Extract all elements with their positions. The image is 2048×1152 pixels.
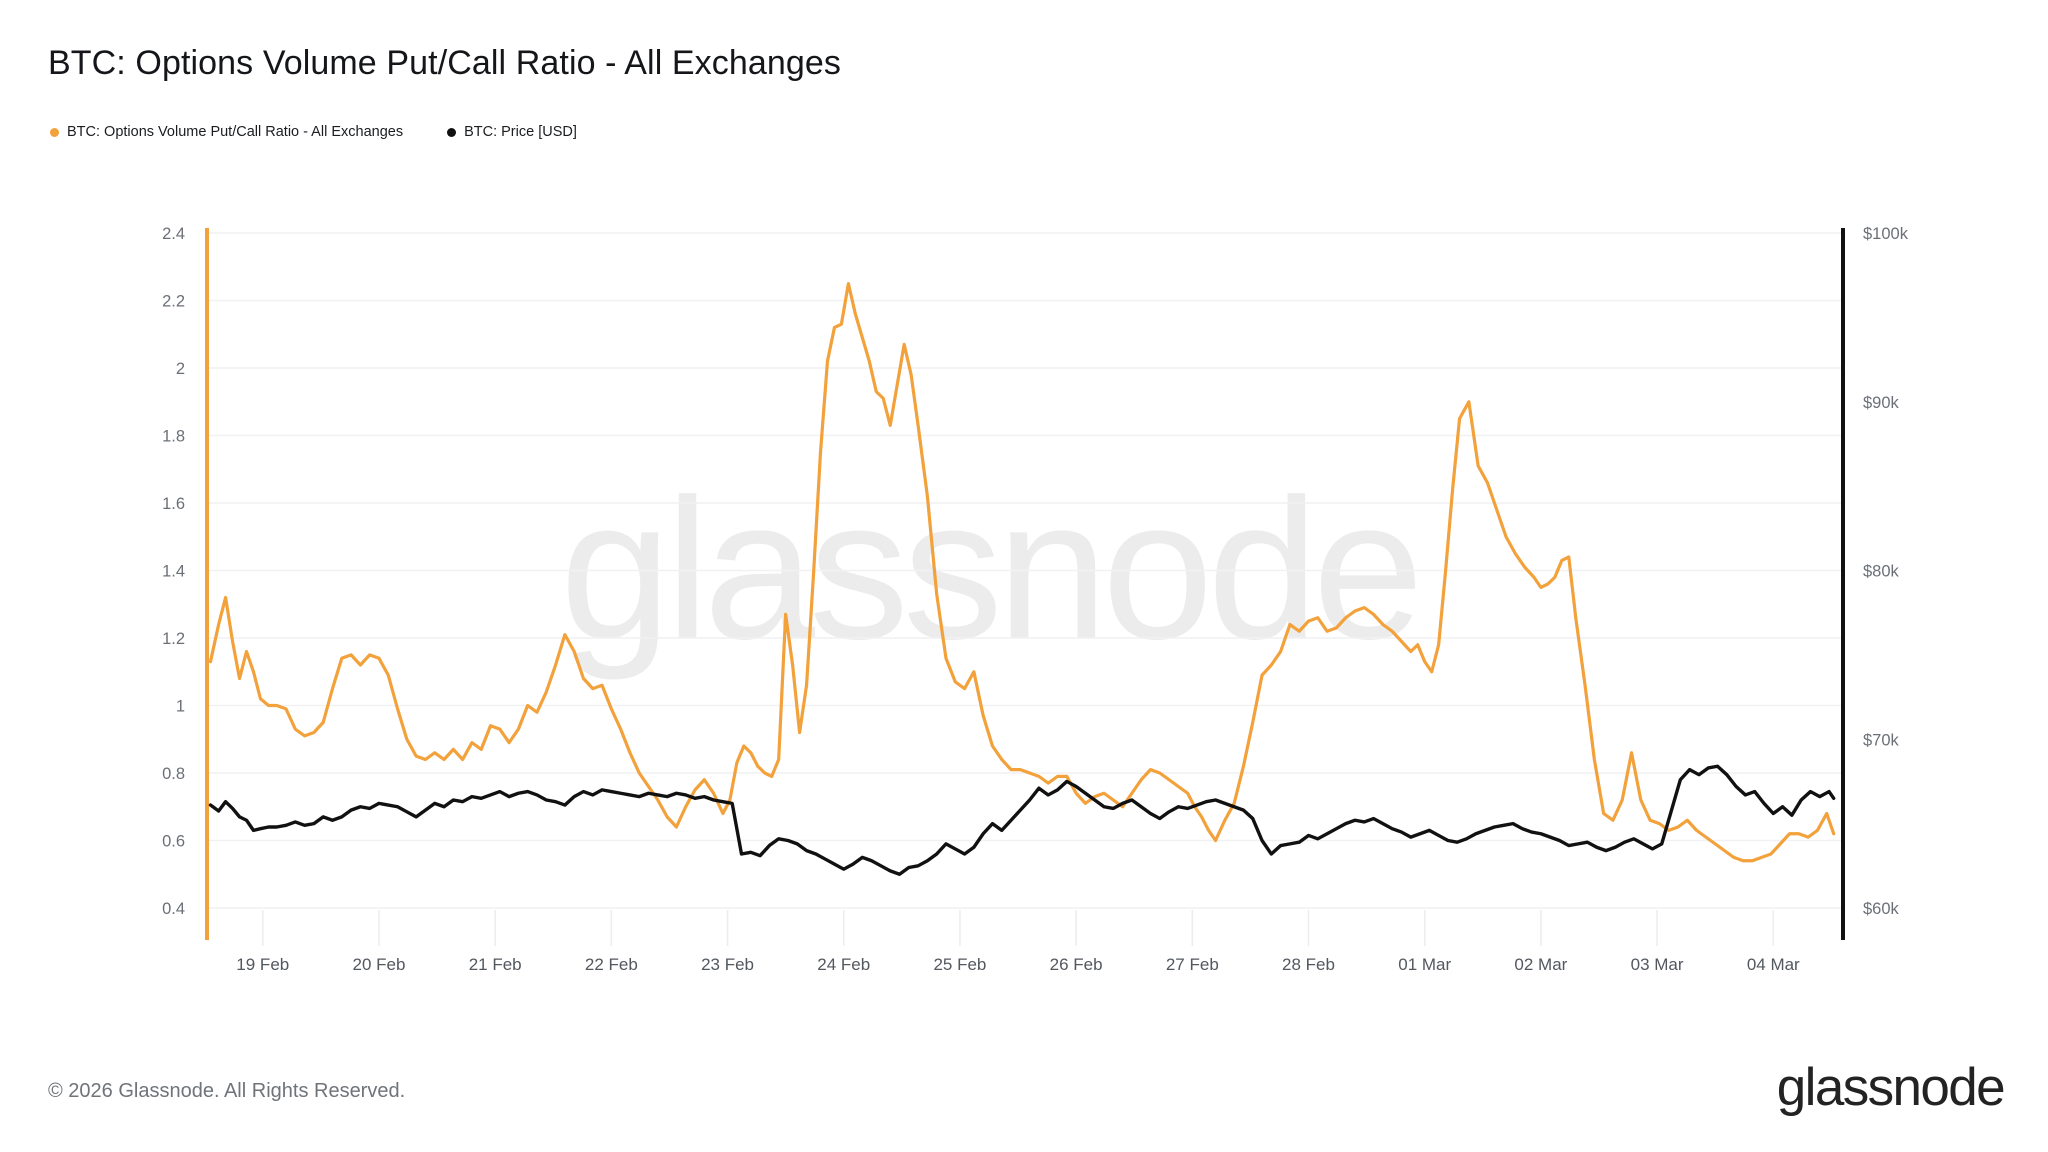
y-axis-left-tick-label: 0.4: [162, 900, 185, 918]
x-axis-tick-label: 02 Mar: [1514, 955, 1567, 974]
y-axis-right-tick-label: $100k: [1863, 225, 1909, 243]
x-axis-tick-label: 27 Feb: [1166, 955, 1219, 974]
y-axis-right-tick-label: $60k: [1863, 900, 1900, 918]
legend-item-btc-price[interactable]: BTC: Price [USD]: [447, 124, 577, 140]
legend-label: BTC: Options Volume Put/Call Ratio - All…: [67, 124, 404, 140]
plot-area: 0.4 0.6 0.8 1 1.2 1.4 1.6 1.8 2 2.2 2.4 $60k $70k $80…: [162, 225, 1909, 974]
x-axis-tick-label: 25 Feb: [933, 955, 986, 974]
y-axis-left-tick-label: 1.6: [162, 495, 185, 513]
x-axis-tick-label: 20 Feb: [352, 955, 405, 974]
x-axis-tick-label: 01 Mar: [1398, 955, 1451, 974]
y-axis-left-tick-label: 0.8: [162, 765, 185, 783]
y-axis-left-tick-label: 2: [176, 360, 185, 378]
series-line-putcall-ratio: [208, 282, 1836, 863]
y-axis-left-tick-label: 0.6: [162, 833, 185, 851]
x-axis-tick-label: 19 Feb: [236, 955, 289, 974]
x-axis-tick-label: 03 Mar: [1631, 955, 1684, 974]
x-axis-tick-label: 26 Feb: [1050, 955, 1103, 974]
glassnode-watermark: glassnode: [560, 458, 1424, 681]
x-axis-tick-label: 28 Feb: [1282, 955, 1335, 974]
x-axis-tick-label: 21 Feb: [469, 955, 522, 974]
y-axis-left-tick-label: 2.4: [162, 225, 185, 243]
chart-svg: 0.4 0.6 0.8 1 1.2 1.4 1.6 1.8 2 2.2 2.4 $60k $70k $80…: [162, 225, 1909, 974]
legend-dot-icon: [50, 127, 59, 137]
x-axis-tick-label: 22 Feb: [585, 955, 638, 974]
y-axis-left-tick-label: 2.2: [162, 293, 185, 311]
page-title: BTC: Options Volume Put/Call Ratio - All…: [48, 44, 842, 82]
y-axis-right-tick-label: $70k: [1863, 731, 1900, 749]
y-axis-left-tick-label: 1.8: [162, 428, 185, 446]
x-axis-tick-label: 24 Feb: [817, 955, 870, 974]
footer-logo: glassnode: [1776, 1058, 2006, 1117]
x-axis-tick-label: 04 Mar: [1747, 955, 1800, 974]
legend-item-putcall-ratio[interactable]: BTC: Options Volume Put/Call Ratio - All…: [50, 124, 403, 140]
legend-dot-icon: [447, 127, 457, 137]
x-axis-tick-label: 23 Feb: [701, 955, 754, 974]
y-axis-left-tick-label: 1.4: [162, 563, 185, 581]
series-line-btc-price: [208, 764, 1836, 876]
chart-legend: BTC: Options Volume Put/Call Ratio - All…: [50, 124, 577, 140]
legend-label: BTC: Price [USD]: [464, 124, 577, 140]
y-axis-right-tick-label: $90k: [1863, 394, 1900, 412]
y-axis-left-tick-label: 1.2: [162, 630, 185, 648]
y-axis-left-tick-label: 1: [176, 698, 185, 716]
y-axis-right-tick-label: $80k: [1863, 563, 1900, 581]
footer-copyright: © 2026 Glassnode. All Rights Reserved.: [48, 1080, 406, 1102]
